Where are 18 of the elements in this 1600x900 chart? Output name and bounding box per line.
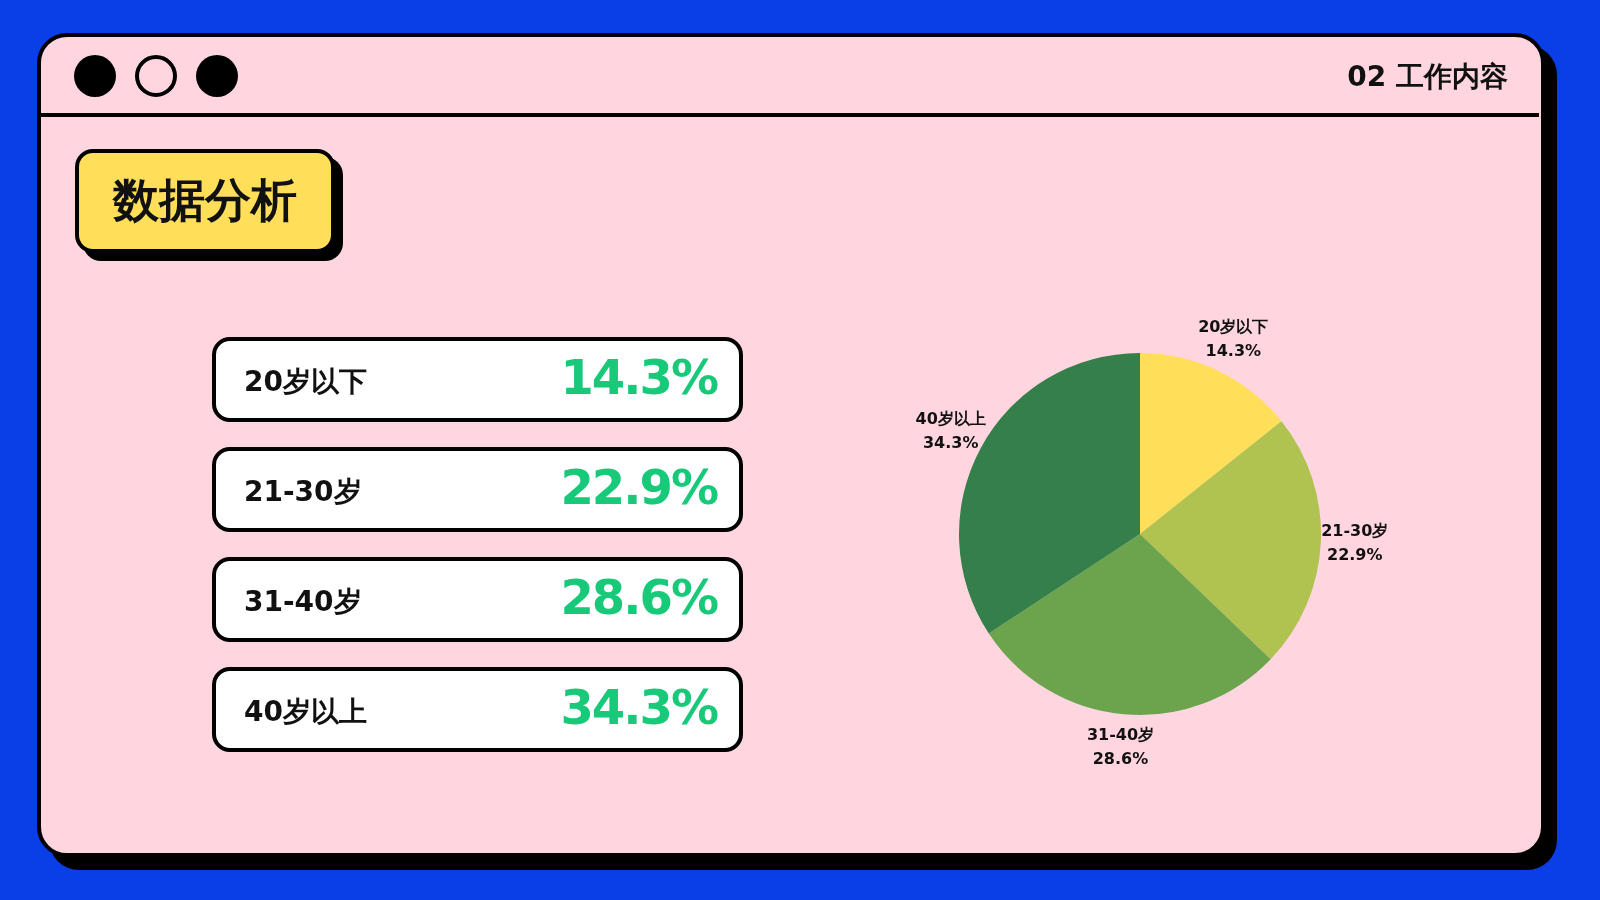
category-label: 21-30岁 (244, 475, 362, 508)
slice-label: 40岁以上 (915, 409, 986, 429)
category-label: 40岁以上 (244, 695, 367, 728)
slice-label: 31-40岁 (1086, 725, 1155, 745)
text: 02 工作内容 (1347, 59, 1508, 95)
slice-label: 20岁以下 (1198, 317, 1269, 337)
text: 34.3% (560, 679, 717, 735)
slice-label: 21-30岁 (1321, 520, 1389, 540)
text: 22.9% (560, 459, 717, 515)
data-label: 22.9% (1327, 544, 1383, 564)
data-label: 34.3% (922, 433, 979, 453)
text: 28.6% (560, 569, 717, 625)
data-label: 28.6% (1092, 749, 1149, 769)
category-label: 20岁以下 (244, 365, 367, 398)
text: 数据分析 (113, 172, 297, 229)
text: 14.3% (560, 349, 717, 405)
data-label: 14.3% (1205, 341, 1262, 361)
category-label: 31-40岁 (244, 585, 362, 618)
